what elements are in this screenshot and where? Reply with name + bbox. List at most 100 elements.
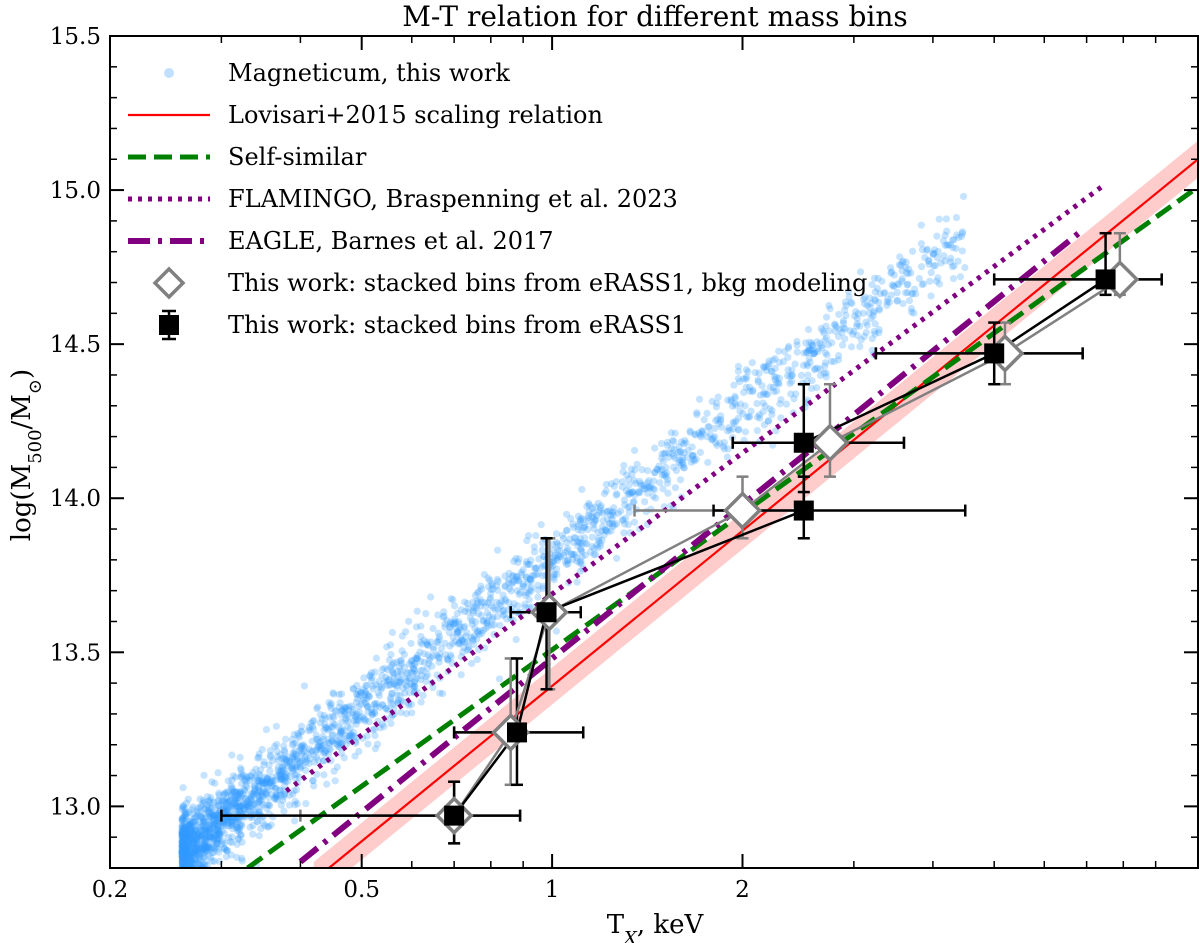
magneticum-point [423, 640, 431, 649]
data-markers [434, 259, 1140, 836]
magneticum-point [179, 877, 186, 884]
magneticum-point [821, 359, 830, 367]
magneticum-point [448, 659, 456, 668]
magneticum-point [207, 804, 216, 812]
magneticum-point [234, 794, 242, 802]
magneticum-point [600, 531, 608, 539]
magneticum-point [705, 423, 713, 431]
magneticum-point [742, 373, 751, 381]
magneticum-point [635, 487, 643, 496]
magneticum-point [178, 829, 186, 837]
magneticum-point [190, 849, 198, 857]
magneticum-point [492, 598, 501, 607]
magneticum-point [294, 732, 302, 740]
magneticum-point [240, 785, 248, 794]
magneticum-point [242, 781, 250, 789]
magneticum-point [186, 818, 194, 826]
magneticum-point [210, 843, 218, 851]
magneticum-point [488, 579, 496, 587]
magneticum-point [577, 546, 585, 554]
magneticum-point [226, 818, 235, 827]
magneticum-point [178, 803, 187, 811]
magneticum-point [183, 853, 192, 861]
magneticum-point [677, 457, 686, 465]
magneticum-point [316, 719, 325, 727]
magneticum-point [412, 674, 420, 683]
magneticum-point [180, 816, 188, 824]
magneticum-point [918, 246, 927, 254]
magneticum-point [419, 666, 427, 674]
magneticum-point [863, 301, 871, 310]
magneticum-point [500, 606, 508, 614]
magneticum-point [250, 787, 259, 795]
magneticum-point [646, 484, 654, 492]
magneticum-point [178, 824, 186, 832]
magneticum-point [200, 771, 208, 779]
magneticum-point [530, 543, 538, 551]
magneticum-point [724, 445, 732, 453]
magneticum-point [230, 788, 238, 796]
magneticum-point [461, 622, 469, 631]
magneticum-point [534, 586, 542, 594]
magneticum-point [566, 535, 574, 543]
magneticum-point [761, 402, 769, 410]
magneticum-point [451, 619, 460, 627]
magneticum-point [398, 632, 406, 640]
magneticum-point [324, 726, 332, 734]
magneticum-point [197, 825, 205, 833]
magneticum-point [473, 656, 481, 664]
magneticum-point [405, 660, 413, 668]
magneticum-point [276, 767, 285, 775]
magneticum-point [291, 801, 299, 809]
magneticum-point [576, 539, 584, 547]
magneticum-point [183, 844, 191, 853]
magneticum-point [381, 664, 389, 672]
magneticum-point [563, 556, 572, 565]
magneticum-point [316, 742, 324, 750]
magneticum-point [303, 749, 312, 757]
magneticum-point [269, 777, 277, 785]
magneticum-point [449, 633, 457, 641]
magneticum-point [329, 719, 337, 728]
magneticum-point [729, 418, 737, 426]
magneticum-point [388, 689, 396, 697]
magneticum-point [907, 304, 916, 313]
magneticum-point [276, 775, 285, 783]
magneticum-point [512, 635, 520, 644]
magneticum-point [189, 838, 198, 846]
magneticum-point [521, 600, 529, 608]
magneticum-point [400, 650, 408, 659]
magneticum-point [200, 854, 208, 862]
magneticum-point [202, 845, 210, 853]
magneticum-point [189, 887, 196, 894]
magneticum-point [588, 513, 596, 521]
magneticum-point [638, 466, 646, 474]
magneticum-point [834, 332, 843, 341]
magneticum-point [179, 784, 187, 792]
magneticum-point [193, 820, 201, 829]
magneticum-point [277, 801, 285, 809]
magneticum-point [465, 643, 473, 651]
magneticum-point [335, 723, 343, 731]
magneticum-point [708, 435, 716, 443]
magneticum-point [205, 821, 213, 829]
magneticum-point [194, 844, 202, 852]
magneticum-point [904, 280, 912, 288]
magneticum-point [191, 830, 199, 838]
magneticum-point [371, 731, 379, 740]
magneticum-point [416, 648, 424, 656]
magneticum-point [560, 551, 568, 559]
magneticum-point [895, 280, 903, 289]
magneticum-point [184, 855, 192, 863]
magneticum-point [308, 777, 317, 785]
magneticum-point [788, 372, 796, 380]
magneticum-point [524, 589, 533, 598]
magneticum-point [179, 843, 188, 851]
magneticum-point [410, 659, 419, 667]
magneticum-point [594, 499, 602, 507]
magneticum-point [665, 453, 673, 461]
magneticum-point [668, 449, 676, 458]
magneticum-point [203, 792, 212, 801]
magneticum-point [186, 854, 194, 862]
magneticum-point [420, 636, 428, 644]
